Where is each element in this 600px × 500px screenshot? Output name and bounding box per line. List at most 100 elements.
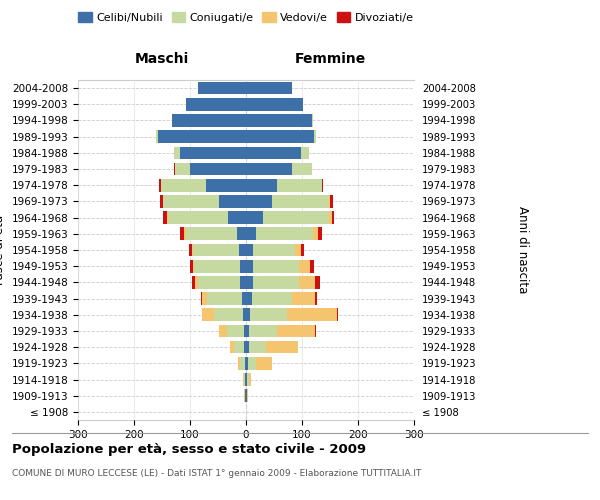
Bar	[246, 114, 313, 127]
Bar	[163, 195, 246, 207]
Bar	[185, 228, 246, 240]
Text: Popolazione per età, sesso e stato civile - 2009: Popolazione per età, sesso e stato civil…	[12, 442, 366, 456]
Bar	[246, 146, 309, 159]
Bar	[246, 162, 312, 175]
Bar	[161, 179, 246, 192]
Bar	[246, 146, 309, 159]
Bar	[246, 130, 316, 143]
Bar	[239, 244, 246, 256]
Bar	[246, 276, 320, 288]
Bar	[198, 276, 246, 288]
Bar	[245, 357, 246, 370]
Bar	[246, 324, 277, 338]
Bar	[246, 292, 251, 305]
Bar	[246, 324, 249, 338]
Y-axis label: Anni di nascita: Anni di nascita	[516, 206, 529, 294]
Bar	[185, 98, 246, 110]
Bar	[194, 260, 246, 272]
Bar	[246, 390, 248, 402]
Bar	[193, 260, 246, 272]
Bar	[246, 162, 312, 175]
Bar	[246, 276, 316, 288]
Bar	[185, 98, 246, 110]
Bar	[246, 98, 303, 110]
Bar	[237, 228, 246, 240]
Bar	[246, 195, 333, 207]
Bar	[198, 82, 246, 94]
Bar	[246, 357, 272, 370]
Bar	[244, 341, 246, 353]
Bar	[246, 228, 322, 240]
Text: COMUNE DI MURO LECCESE (LE) - Dati ISTAT 1° gennaio 2009 - Elaborazione TUTTITAL: COMUNE DI MURO LECCESE (LE) - Dati ISTAT…	[12, 469, 421, 478]
Bar	[180, 146, 246, 159]
Bar	[246, 212, 334, 224]
Bar	[175, 162, 246, 175]
Bar	[246, 130, 316, 143]
Bar	[244, 390, 246, 402]
Bar	[246, 276, 299, 288]
Bar	[246, 82, 292, 94]
Bar	[246, 260, 253, 272]
Bar	[246, 357, 248, 370]
Bar	[163, 195, 246, 207]
Bar	[246, 244, 253, 256]
Bar	[246, 82, 292, 94]
Bar	[185, 98, 246, 110]
Bar	[246, 228, 313, 240]
Bar	[246, 179, 323, 192]
Bar	[175, 146, 246, 159]
Bar	[190, 260, 246, 272]
Text: Maschi: Maschi	[135, 52, 189, 66]
Legend: Celibi/Nubili, Coniugati/e, Vedovi/e, Divoziati/e: Celibi/Nubili, Coniugati/e, Vedovi/e, Di…	[74, 8, 418, 28]
Bar	[246, 146, 301, 159]
Bar	[242, 373, 246, 386]
Bar	[242, 308, 246, 321]
Bar	[192, 244, 246, 256]
Bar	[246, 292, 317, 305]
Bar	[227, 324, 246, 338]
Bar	[246, 130, 314, 143]
Bar	[246, 292, 292, 305]
Bar	[175, 162, 246, 175]
Bar	[246, 146, 309, 159]
Bar	[246, 195, 330, 207]
Bar	[198, 82, 246, 94]
Bar	[175, 146, 246, 159]
Bar	[206, 179, 246, 192]
Bar	[190, 244, 246, 256]
Bar	[246, 244, 304, 256]
Bar	[159, 179, 246, 192]
Bar	[246, 114, 313, 127]
Bar	[180, 228, 246, 240]
Bar	[246, 195, 272, 207]
Bar	[246, 324, 315, 338]
Bar	[156, 130, 246, 143]
Bar	[172, 114, 246, 127]
Bar	[198, 82, 246, 94]
Bar	[202, 308, 246, 321]
Bar	[246, 114, 313, 127]
Bar	[246, 162, 312, 175]
Bar	[246, 357, 256, 370]
Bar	[244, 324, 246, 338]
Bar	[246, 244, 295, 256]
Bar	[163, 212, 246, 224]
Bar	[202, 292, 246, 305]
Bar	[246, 324, 316, 338]
Bar	[198, 82, 246, 94]
Bar	[185, 98, 246, 110]
Bar	[246, 373, 251, 386]
Bar	[246, 341, 249, 353]
Bar	[158, 130, 246, 143]
Bar	[246, 212, 263, 224]
Bar	[219, 195, 246, 207]
Bar	[195, 276, 246, 288]
Bar	[246, 228, 256, 240]
Bar	[244, 390, 246, 402]
Bar	[190, 162, 246, 175]
Bar	[246, 162, 292, 175]
Bar	[207, 292, 246, 305]
Bar	[244, 373, 246, 386]
Bar	[161, 179, 246, 192]
Bar	[246, 341, 298, 353]
